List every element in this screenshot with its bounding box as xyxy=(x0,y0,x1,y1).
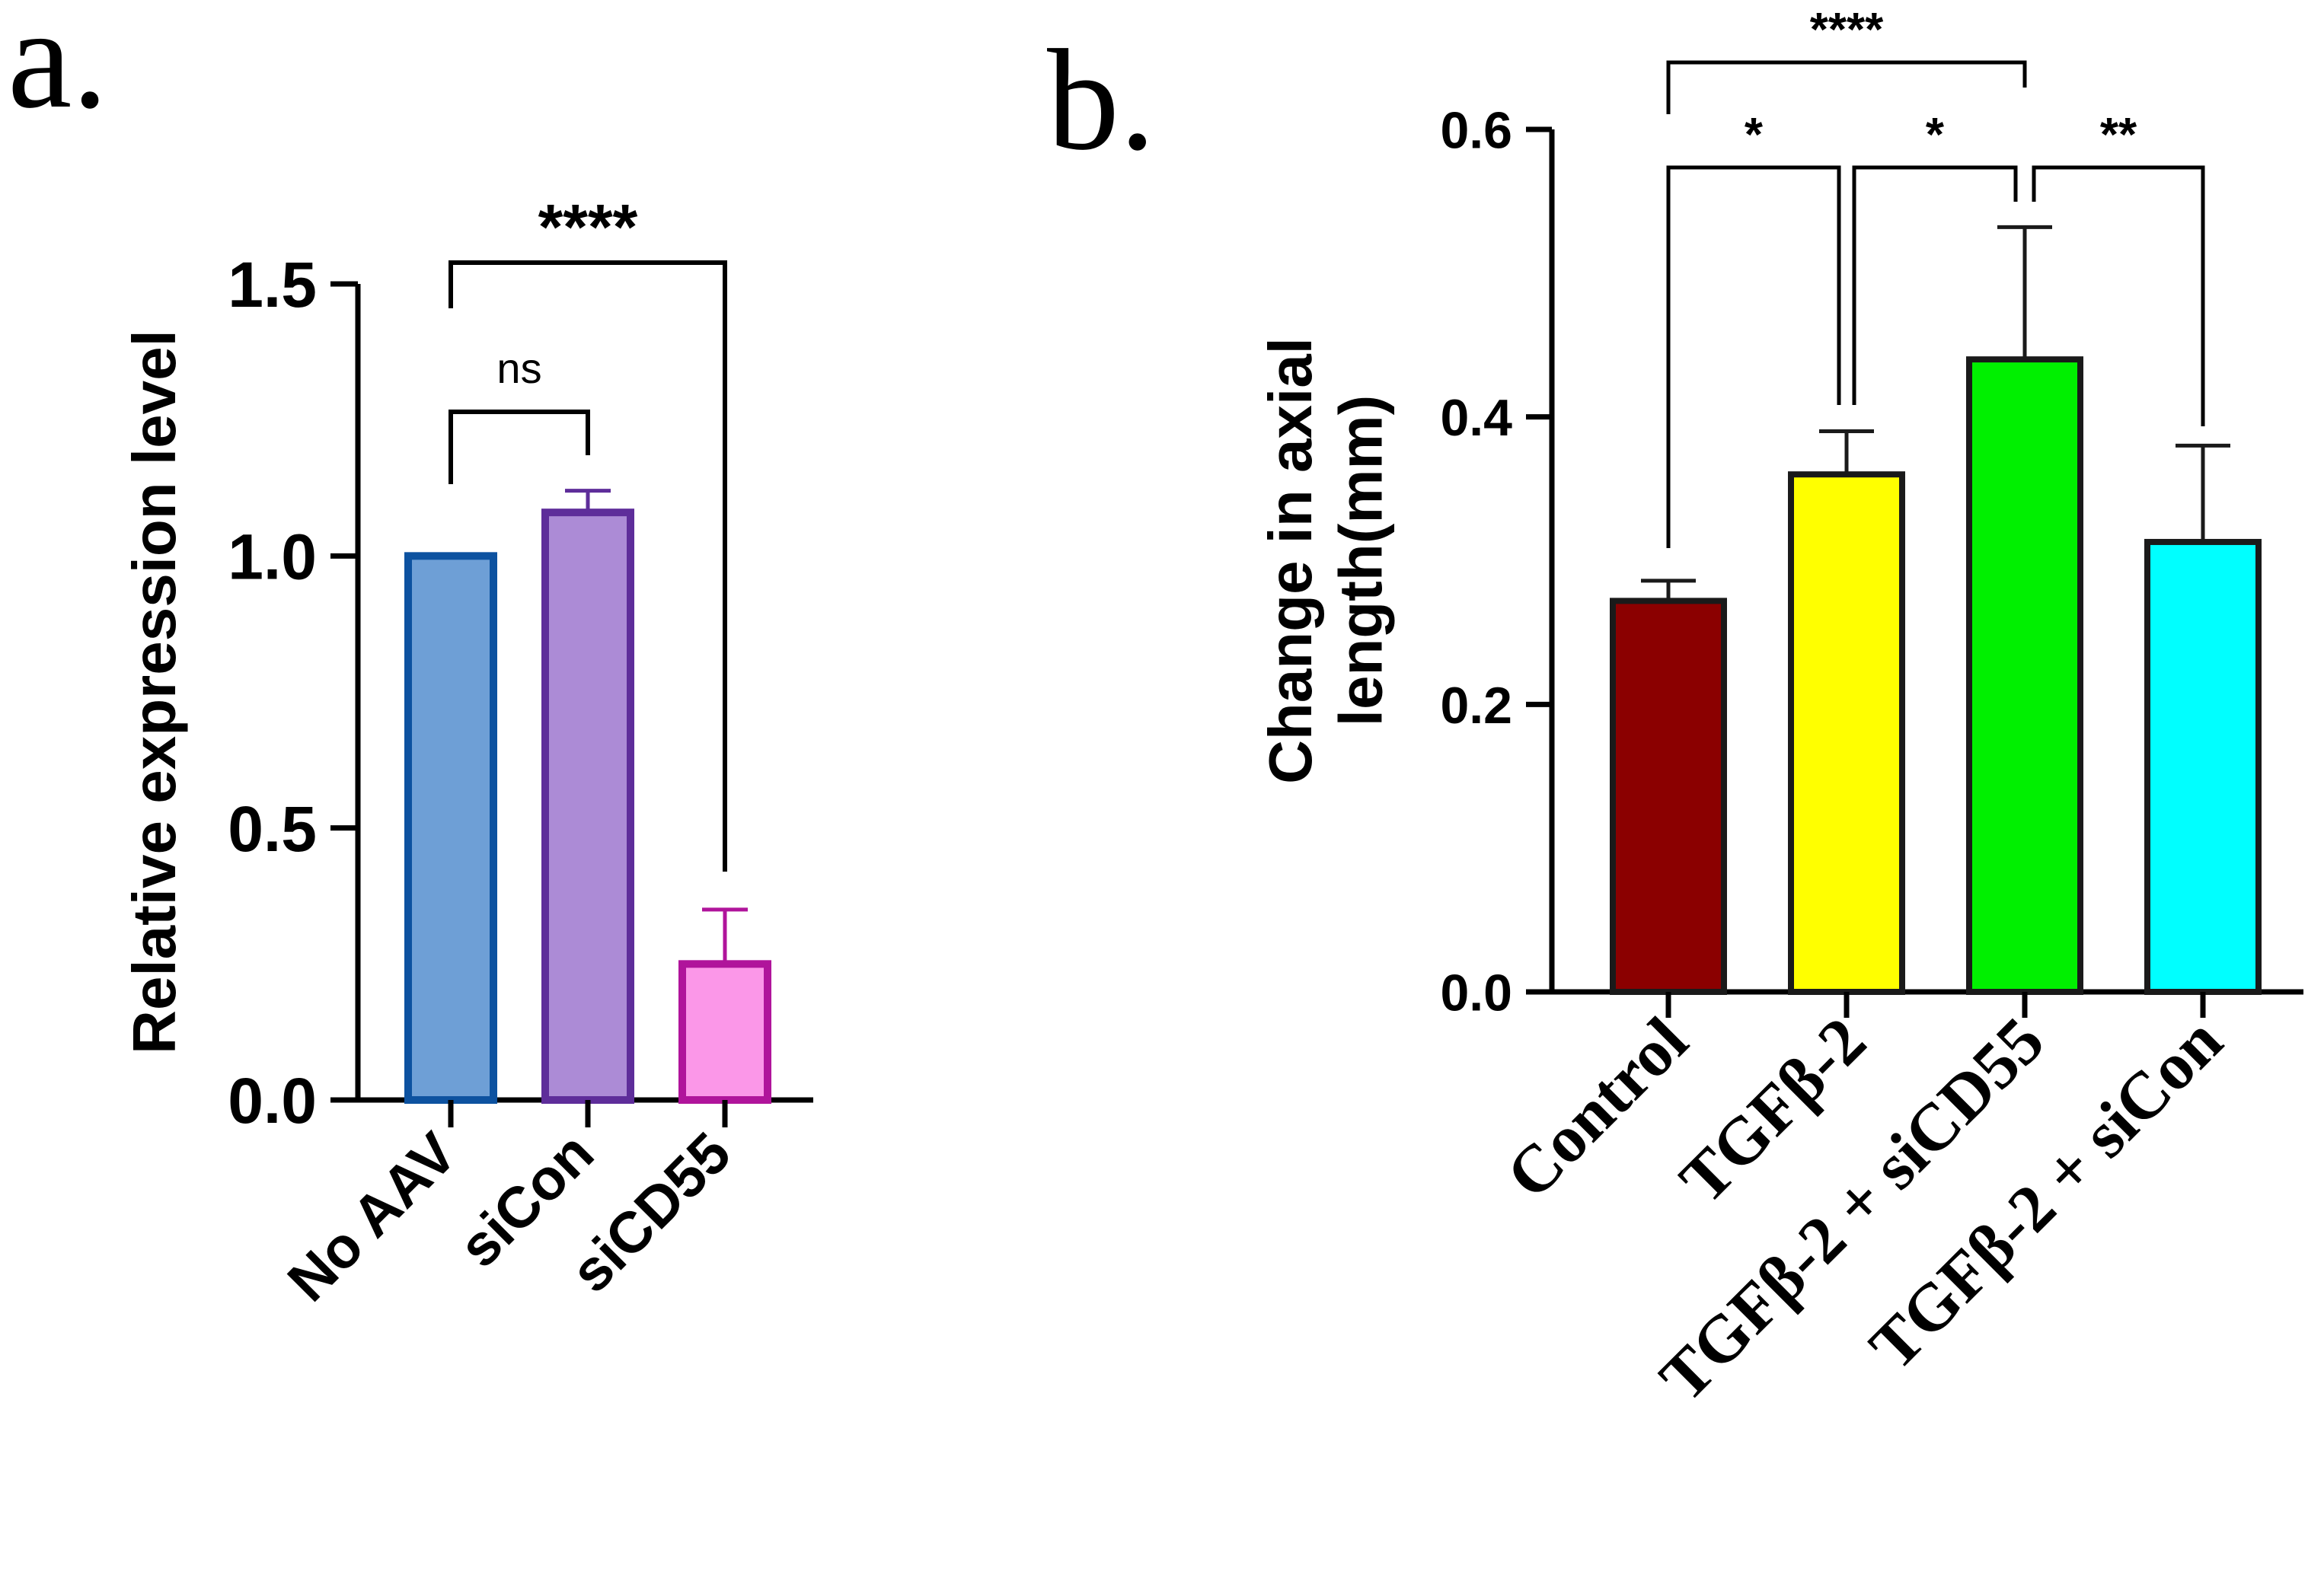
bar xyxy=(1966,356,2083,995)
significance-label: * xyxy=(1745,109,1764,161)
y-axis-title-line: Change in axial xyxy=(1256,337,1324,784)
significance-bracket xyxy=(1666,60,2027,114)
bar xyxy=(678,960,771,1105)
bar xyxy=(404,552,497,1104)
category-label: No AAV xyxy=(276,1121,469,1314)
significance-bracket xyxy=(1666,165,1841,548)
y-tick-label: 0.0 xyxy=(228,1065,317,1137)
bar xyxy=(1610,598,1727,995)
y-axis-title: Change in axiallength(mm) xyxy=(1256,337,1394,784)
y-axis-title: Relative expression level xyxy=(120,330,188,1054)
y-tick-label: 1.5 xyxy=(228,249,317,320)
y-tick-label: 0.2 xyxy=(1440,677,1512,735)
bar xyxy=(2144,538,2262,995)
y-tick-label: 0.6 xyxy=(1440,101,1512,159)
significance-label: **** xyxy=(538,191,638,263)
y-axis-title-line: length(mm) xyxy=(1327,395,1395,727)
category-label: Control xyxy=(1492,1004,1702,1213)
significance-label: ** xyxy=(2100,109,2137,161)
y-tick-label: 0.4 xyxy=(1440,389,1512,447)
y-tick-label: 0.5 xyxy=(228,793,317,865)
significance-bracket xyxy=(449,410,590,484)
significance-label: **** xyxy=(1810,4,1884,56)
panel-b-letter: b. xyxy=(1047,21,1156,180)
significance-bracket xyxy=(1852,165,2018,405)
y-tick-label: 0.0 xyxy=(1440,964,1512,1022)
bar xyxy=(1788,471,1905,995)
panel-a-letter: a. xyxy=(8,0,108,139)
bar xyxy=(541,509,634,1104)
significance-bracket xyxy=(2032,165,2205,426)
significance-label: * xyxy=(1926,109,1945,161)
significance-label: ns xyxy=(496,344,541,392)
y-tick-label: 1.0 xyxy=(228,521,317,593)
significance-bracket xyxy=(449,260,727,872)
